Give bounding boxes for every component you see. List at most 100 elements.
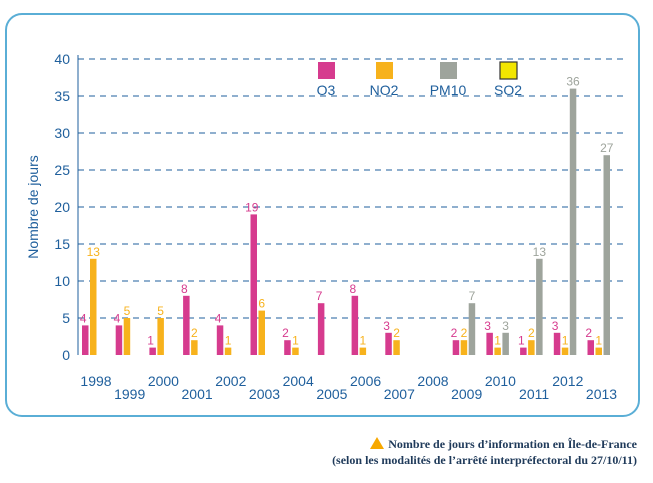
data-label-o3: 1 [518,334,525,348]
bar-o3 [216,325,224,355]
bar-no2 [90,258,97,355]
data-label-no2: 1 [360,334,367,348]
bar-no2 [191,340,198,355]
data-label-o3: 7 [316,289,323,303]
data-label-no2: 1 [292,334,299,348]
data-label-o3: 8 [181,282,188,296]
bar-o3 [385,332,392,355]
bar-no2 [157,318,164,355]
caption-line2: (selon les modalités de l’arrêté interpr… [332,453,637,467]
data-label-o3: 2 [451,326,458,340]
y-tick-label: 30 [54,125,70,141]
bar-no2 [460,340,468,355]
y-tick-label: 40 [54,51,70,67]
data-label-no2: 1 [225,334,232,348]
bar-o3 [587,340,594,355]
data-label-no2: 6 [258,297,265,311]
data-label-o3: 4 [80,311,87,325]
data-label-pm10: 13 [533,245,547,259]
y-tick-label: 0 [62,347,70,363]
bar-no2 [595,347,602,355]
x-tick-label: 2000 [148,373,179,389]
x-tick-label: 2009 [451,386,482,402]
bar-o3 [452,340,460,355]
data-label-o3: 3 [383,319,390,333]
data-label-pm10: 7 [469,289,476,303]
data-label-o3: 3 [484,319,491,333]
bar-o3 [284,340,291,355]
x-tick-label: 2012 [552,373,583,389]
bar-pm10 [569,88,577,355]
bar-o3 [553,332,561,355]
legend-swatch-no2 [376,62,393,79]
bar-o3 [317,303,325,355]
y-tick-label: 35 [54,88,70,104]
x-tick-label: 1999 [114,386,145,402]
legend-swatch-o3 [318,62,335,79]
data-label-o3: 2 [282,326,289,340]
x-tick-label: 2013 [586,386,617,402]
x-tick-label: 2005 [316,386,347,402]
bar-o3 [486,332,493,355]
caption-line1: Nombre de jours d’information en Île-de-… [370,437,637,452]
data-label-no2: 13 [87,245,101,259]
data-label-pm10: 36 [566,75,580,89]
data-label-o3: 19 [245,200,259,214]
bar-o3 [520,347,527,355]
bar-o3 [183,295,190,355]
data-label-pm10: 27 [600,141,614,155]
y-tick-label: 25 [54,162,70,178]
x-tick-label: 2010 [485,373,516,389]
data-label-o3: 3 [552,319,559,333]
bar-no2 [258,310,265,355]
data-label-no2: 5 [124,304,131,318]
bar-no2 [494,347,501,355]
x-tick-label: 2011 [519,386,549,402]
bar-no2 [393,340,400,355]
data-label-o3: 8 [350,282,357,296]
x-tick-label: 1998 [80,373,111,389]
data-label-o3: 4 [114,311,121,325]
data-label-no2: 1 [494,334,501,348]
x-tick-label: 2004 [283,373,314,389]
bar-o3 [351,295,359,355]
data-label-o3: 2 [585,326,592,340]
x-tick-label: 2008 [417,373,448,389]
x-tick-label: 2007 [384,386,415,402]
y-tick-label: 5 [62,310,70,326]
x-tick-label: 2002 [215,373,246,389]
bar-no2 [359,347,367,355]
data-label-pm10: 3 [502,319,509,333]
data-label-no2: 2 [528,326,535,340]
bar-o3 [149,347,156,355]
bar-pm10 [536,258,543,355]
bar-o3 [82,325,89,355]
bar-no2 [292,347,299,355]
bar-no2 [123,318,131,355]
data-label-no2: 2 [191,326,198,340]
legend-swatch-pm10 [440,62,457,79]
data-label-no2: 1 [595,334,602,348]
legend-label-pm10: PM10 [430,82,467,98]
bar-pm10 [468,303,476,355]
frame-border [5,13,640,417]
bar-no2 [561,347,569,355]
y-tick-label: 10 [54,273,70,289]
bar-no2 [224,347,232,355]
bar-o3 [250,214,257,355]
y-tick-label: 15 [54,236,70,252]
legend-label-o3: O3 [317,82,336,98]
y-axis-label: Nombre de jours [25,155,41,259]
data-label-o3: 4 [215,311,222,325]
x-tick-label: 2003 [249,386,280,402]
legend-label-so2: SO2 [494,82,522,98]
legend-swatch-so2 [499,61,518,80]
data-label-no2: 2 [393,326,400,340]
bar-pm10 [603,155,610,355]
bar-no2 [528,340,535,355]
data-label-o3: 1 [147,334,154,348]
data-label-no2: 1 [562,334,569,348]
data-label-no2: 2 [461,326,468,340]
y-tick-label: 20 [54,199,70,215]
